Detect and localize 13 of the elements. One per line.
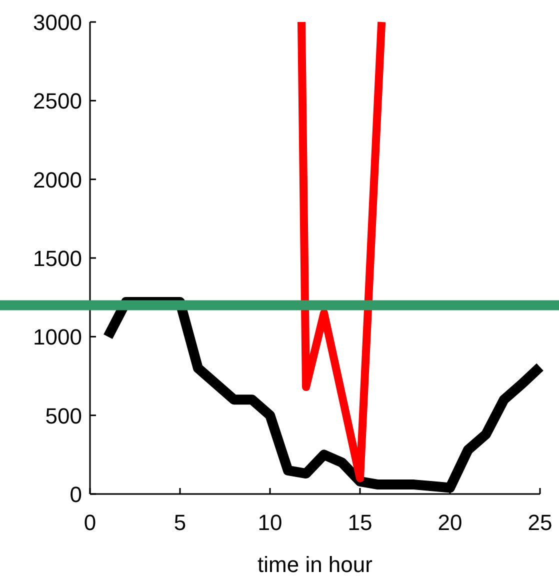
y-tick-label: 1500 [33, 246, 82, 271]
y-tick-label: 2500 [33, 88, 82, 114]
y-tick-label: 1000 [33, 324, 82, 350]
x-tick-label: 10 [258, 510, 282, 535]
x-tick-label: 15 [348, 510, 372, 535]
x-axis-title: time in hour [258, 552, 372, 577]
x-tick-label: 25 [528, 510, 552, 535]
y-tick-label: 0 [70, 482, 82, 507]
x-tick-label: 20 [438, 510, 462, 535]
y-tick-label: 2000 [33, 167, 82, 192]
y-tick-label: 500 [45, 403, 82, 428]
x-tick-label: 5 [174, 510, 186, 535]
y-tick-label: 3000 [33, 10, 82, 35]
